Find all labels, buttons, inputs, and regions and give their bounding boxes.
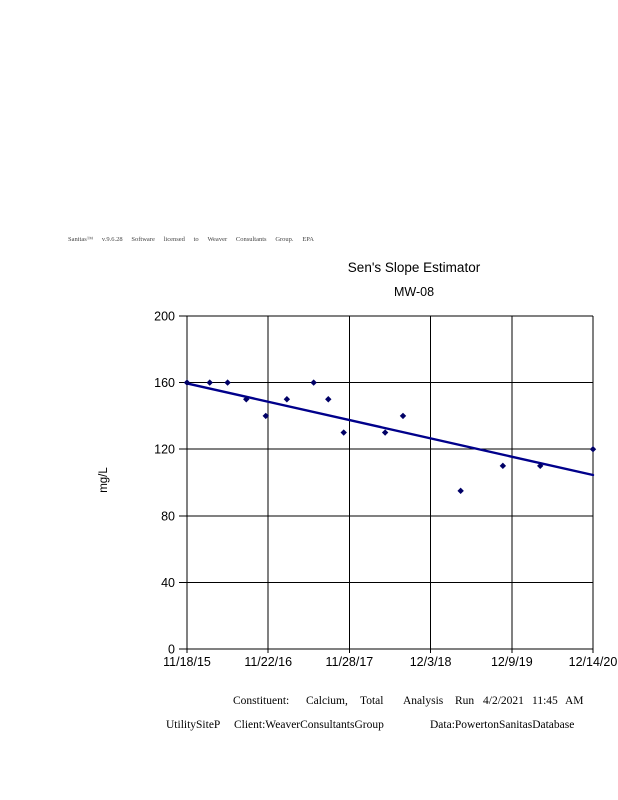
watermark-token: Weaver	[207, 236, 228, 243]
data-point	[262, 412, 269, 420]
watermark-token: v.9.6.28	[101, 236, 123, 243]
data-point	[310, 379, 317, 386]
y-tick-label: 40	[161, 576, 175, 590]
data-point	[589, 446, 597, 453]
footer-constituent-value2: Total	[360, 695, 384, 707]
footer-constituent-value: Calcium,	[306, 695, 348, 707]
x-tick-label: 11/22/16	[244, 655, 292, 669]
y-tick-label: 120	[154, 443, 175, 457]
data-point	[499, 462, 507, 470]
watermark-token: EPA	[302, 236, 314, 243]
footer-run-time: 11:45	[532, 695, 558, 707]
x-tick-label: 11/18/15	[163, 655, 211, 669]
data-point	[381, 429, 389, 436]
footer-constituent-label: Constituent:	[233, 695, 290, 707]
footer-data-source: Data:PowertonSanitasDatabase	[430, 719, 575, 731]
software-watermark: Sanitas™ v.9.6.28 Software licensed to W…	[68, 236, 314, 243]
data-point	[224, 379, 231, 386]
data-point	[206, 379, 213, 386]
watermark-token: licensed	[163, 236, 185, 243]
footer-client: Client:WeaverConsultantsGroup	[234, 719, 384, 731]
chart-subtitle: MW-08	[393, 285, 435, 299]
footer-run-label: Run	[455, 695, 475, 707]
watermark-token: Sanitas™	[68, 236, 94, 243]
data-point	[340, 429, 347, 436]
watermark-token: Software	[131, 236, 155, 243]
footer-run-date: 4/2/2021	[483, 695, 524, 707]
watermark-token: Consultants	[235, 236, 267, 243]
y-tick-label: 160	[154, 376, 175, 390]
x-tick-label: 12/3/18	[410, 655, 452, 669]
y-tick-label: 200	[154, 310, 175, 324]
footer-analysis-label: Analysis	[403, 695, 444, 707]
data-point	[243, 396, 250, 403]
y-axis-title: mg/L	[98, 467, 110, 493]
watermark-token: to	[193, 236, 199, 243]
x-tick-label: 12/9/19	[491, 655, 533, 669]
footer-run-meridiem: AM	[565, 695, 584, 707]
chart-title: Sen's Slope Estimator	[347, 260, 481, 275]
x-tick-label: 11/28/17	[326, 655, 374, 669]
y-tick-label: 0	[168, 643, 175, 657]
x-tick-label: 12/14/20	[569, 655, 618, 669]
watermark-token: Group.	[275, 236, 294, 243]
data-point	[183, 379, 191, 386]
trend-line	[185, 382, 595, 477]
y-tick-label: 80	[161, 509, 175, 523]
data-point	[325, 396, 332, 403]
data-point	[399, 412, 407, 420]
data-point	[457, 487, 464, 495]
data-point	[283, 396, 291, 403]
footer-site: UtilitySiteP	[166, 719, 221, 731]
data-point	[537, 462, 544, 470]
